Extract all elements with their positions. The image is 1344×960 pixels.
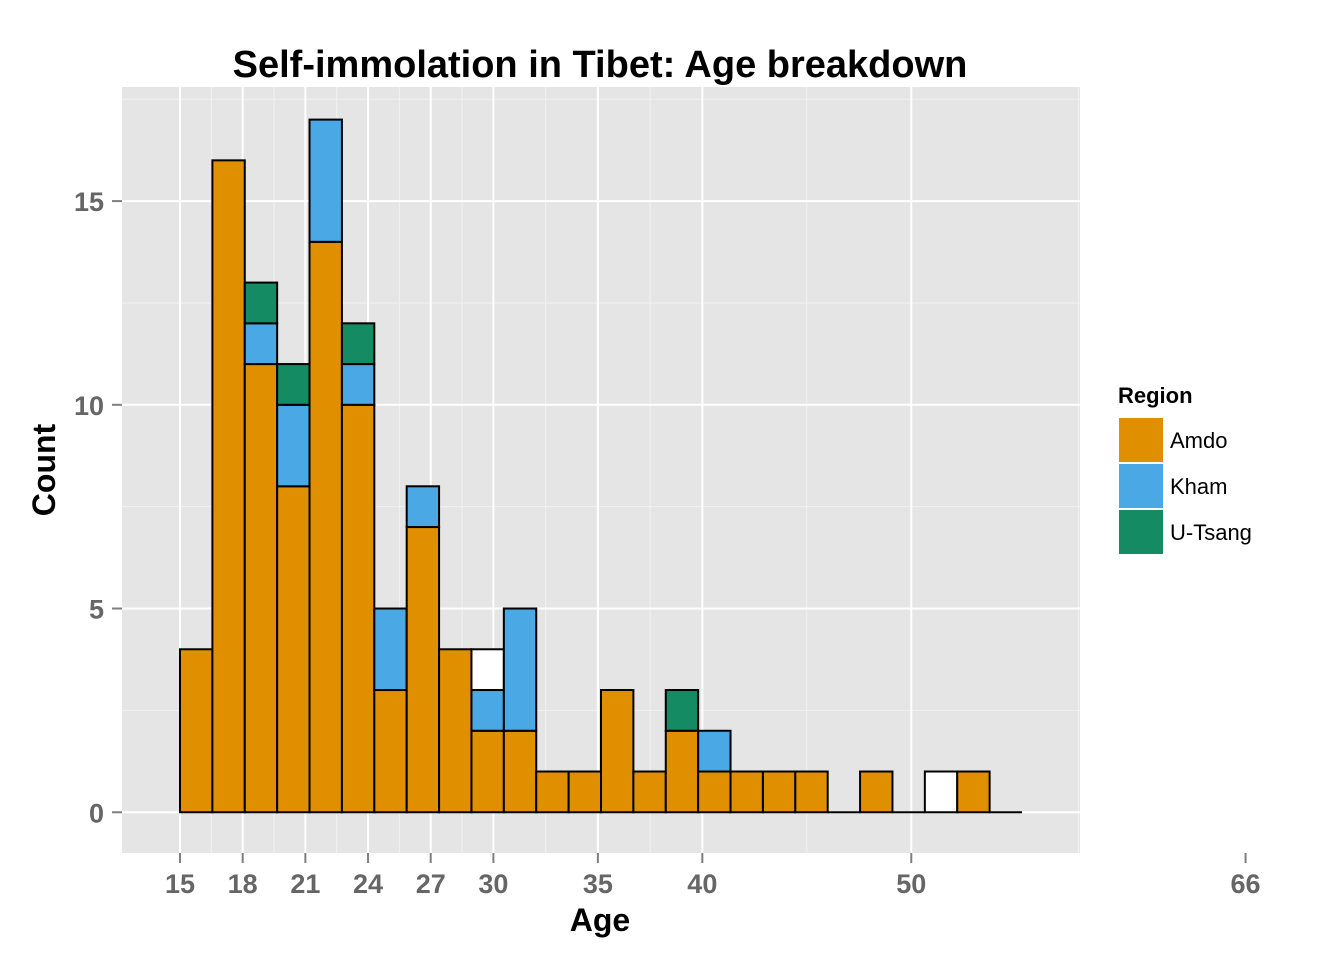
bar-amdo [729,770,764,814]
bar-amdo [600,689,635,814]
bar-kham [243,322,279,366]
bar-amdo [470,729,505,814]
legend-key-amdo [1117,416,1165,464]
bar-amdo [761,770,797,814]
legend-title: Region [1118,383,1193,408]
legend-key-kham [1117,462,1165,510]
bar-amdo [956,770,991,814]
bar-kham [470,689,505,732]
bar-u-tsang [664,689,700,732]
bar-amdo [859,770,894,814]
x-tick-label: 40 [687,869,717,899]
x-axis-title: Age [570,902,630,938]
bar-kham [405,485,441,529]
bar-amdo [308,240,343,814]
bar-amdo [632,770,667,814]
bar-amdo [405,526,441,814]
bar-u-tsang [243,281,279,325]
bar-u-tsang [276,363,311,406]
bar-kham [340,363,376,406]
bar-amdo [243,363,279,814]
bar-amdo [697,770,732,814]
x-tick-label: 27 [416,869,446,899]
bar-blank [923,770,959,814]
x-tick-label: 35 [583,869,613,899]
bar-kham [276,403,311,488]
bar-amdo [211,159,246,814]
bar-amdo [664,729,700,814]
y-tick-label: 15 [74,187,104,217]
x-tick-label: 21 [290,869,320,899]
y-tick-label: 0 [89,798,104,828]
y-axis-title: Count [26,423,62,516]
bar-kham [308,118,343,243]
x-tick-label: 18 [228,869,258,899]
x-tick-label: 66 [1231,869,1261,899]
y-tick-label: 5 [89,595,104,625]
x-tick-label: 15 [165,869,195,899]
legend: Region Amdo Kham U-Tsang [1117,383,1252,556]
bar-amdo [373,689,408,814]
y-tick-label: 10 [74,391,104,421]
bar-amdo [567,770,602,814]
bars [179,118,1022,814]
bar-amdo [502,729,538,814]
bar-amdo [438,648,473,814]
legend-label-amdo: Amdo [1170,428,1227,453]
bar-amdo [535,770,570,814]
legend-key-u-tsang [1117,508,1165,556]
legend-label-kham: Kham [1170,474,1227,499]
bar-blank [470,648,505,692]
bar-amdo [179,648,214,814]
x-tick-label: 50 [896,869,926,899]
bar-kham [697,729,732,773]
bar-amdo [340,403,376,814]
bar-amdo [794,770,829,814]
bar-kham [373,607,408,692]
bar-amdo [276,485,311,814]
x-tick-label: 24 [353,869,383,899]
chart-title: Self-immolation in Tibet: Age breakdown [233,44,968,86]
x-tick-label: 30 [478,869,508,899]
bar-u-tsang [340,322,376,366]
legend-label-u-tsang: U-Tsang [1170,520,1252,545]
bar-kham [502,607,538,732]
axes: 0 5 10 15 15 18 21 24 27 30 35 40 50 66 [74,187,1261,899]
